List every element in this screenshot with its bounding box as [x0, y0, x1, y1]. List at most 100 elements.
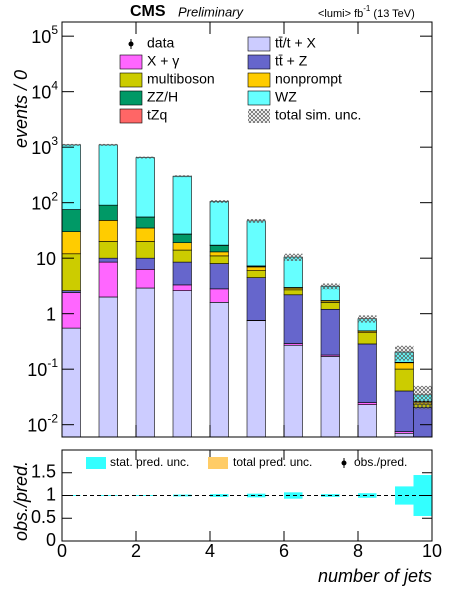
y-tick-label: 105 — [31, 23, 58, 47]
bar-segment — [172, 284, 192, 291]
y-tick-value: 10 — [36, 249, 56, 269]
bar-segment — [283, 344, 303, 438]
y-tick-base: 10 — [27, 360, 47, 380]
legend-swatch — [247, 90, 271, 106]
y-tick-label: 10 — [36, 249, 56, 269]
bar-segment — [209, 201, 229, 246]
bar-segment — [357, 404, 377, 438]
bar-segment — [209, 245, 229, 253]
bar-segment — [98, 144, 118, 206]
legend-label: WZ — [275, 89, 297, 105]
x-tick-label: 2 — [131, 541, 141, 561]
bar-segment — [135, 216, 155, 229]
bar-segment — [98, 204, 118, 221]
y-tick-exponent: 4 — [51, 79, 58, 93]
ratio-stat-unc — [136, 495, 155, 496]
lumi: <lumi> fb-1 (13 TeV) — [318, 4, 415, 20]
bar-segment — [61, 253, 81, 291]
bar-segment — [98, 241, 118, 259]
frame — [61, 21, 433, 438]
legend-label: tt̄/t + X — [275, 35, 317, 51]
bar-segment — [413, 407, 433, 438]
bar-segment — [172, 242, 192, 251]
y-tick-base: 10 — [31, 193, 51, 213]
y-tick-base: 10 — [31, 82, 51, 102]
bar-segment — [246, 270, 266, 278]
ratio-legend-marker — [341, 460, 347, 466]
sim-unc — [136, 156, 155, 159]
y-tick-base: 10 — [31, 27, 51, 47]
legend-label: tt̄ + Z — [275, 53, 308, 69]
y-tick-label: 104 — [31, 79, 58, 103]
bar-segment — [209, 255, 229, 264]
legend-swatch — [247, 72, 271, 88]
x-tick-label: 0 — [57, 541, 67, 561]
bar-segment — [394, 432, 414, 438]
lumi-text: <lumi> fb — [318, 8, 363, 20]
y-tick-exponent: 2 — [51, 190, 58, 204]
sim-unc — [62, 143, 81, 146]
bar-segment — [135, 257, 155, 270]
bar-segment — [283, 256, 303, 288]
ratio-legend-swatch — [208, 457, 228, 469]
sim-unc — [173, 175, 192, 178]
sim-unc — [284, 253, 303, 261]
bar-segment — [246, 220, 266, 267]
bar-segment — [209, 263, 229, 290]
legend-data-marker — [128, 41, 134, 47]
bar-segment — [283, 294, 303, 344]
x-tick-label: 6 — [279, 541, 289, 561]
bar-segment — [246, 266, 266, 271]
x-tick-label: 10 — [422, 541, 442, 561]
bar-segment — [61, 292, 81, 329]
bar-segment — [172, 175, 192, 235]
bar-segment — [283, 289, 303, 296]
bar-segment — [246, 277, 266, 321]
bar-segment — [98, 257, 118, 263]
bar-segment — [135, 241, 155, 259]
legend-swatch — [119, 72, 143, 88]
bar-segment — [357, 343, 377, 403]
y-tick-base: 10 — [27, 415, 47, 435]
bar-segment — [135, 269, 155, 289]
sim-unc — [413, 385, 432, 410]
bar-segment — [61, 327, 81, 438]
ratio-legend-label: total pred. unc. — [233, 455, 312, 469]
bar-segment — [320, 356, 340, 438]
bar-segment — [135, 287, 155, 438]
y-tick-label: 10-1 — [27, 356, 58, 380]
sim-unc — [210, 200, 229, 203]
bar-segment — [98, 296, 118, 438]
bar-segment — [357, 332, 377, 345]
y-tick-exponent: 3 — [51, 134, 58, 148]
ratio-y-tick-label: 1.5 — [31, 462, 56, 482]
bar-segment — [172, 261, 192, 286]
legend-label: tZq — [147, 107, 167, 123]
ratio-legend-swatch — [86, 457, 106, 469]
y-tick-label: 10-2 — [27, 412, 58, 436]
sim-unc — [358, 315, 377, 323]
y-tick-exponent: -2 — [47, 412, 58, 426]
lumi-exponent: -1 — [363, 4, 371, 13]
bar-segment — [135, 227, 155, 242]
legend-label: X + γ — [147, 53, 179, 69]
legend-swatch — [247, 36, 271, 52]
ratio-y-label: obs./pred. — [11, 461, 31, 541]
legend-swatch — [119, 108, 143, 124]
bar-segment — [357, 402, 377, 405]
ratio-stat-unc — [247, 493, 266, 498]
y-tick-exponent: 5 — [51, 23, 58, 37]
ratio-y-tick-label: 1 — [46, 484, 56, 504]
bar-segment — [320, 302, 340, 310]
y-tick-base: 10 — [31, 138, 51, 158]
legend-label: multiboson — [147, 71, 215, 87]
energy: (13 TeV) — [370, 8, 414, 20]
bar-segment — [394, 390, 414, 432]
ratio-stat-unc — [99, 495, 118, 496]
bar-segment — [98, 220, 118, 242]
ratio-stat-unc — [358, 493, 377, 498]
ratio-y-tick-label: 0.5 — [31, 507, 56, 527]
legend-label: ZZ/H — [147, 89, 178, 105]
experiment: CMS — [130, 3, 166, 20]
